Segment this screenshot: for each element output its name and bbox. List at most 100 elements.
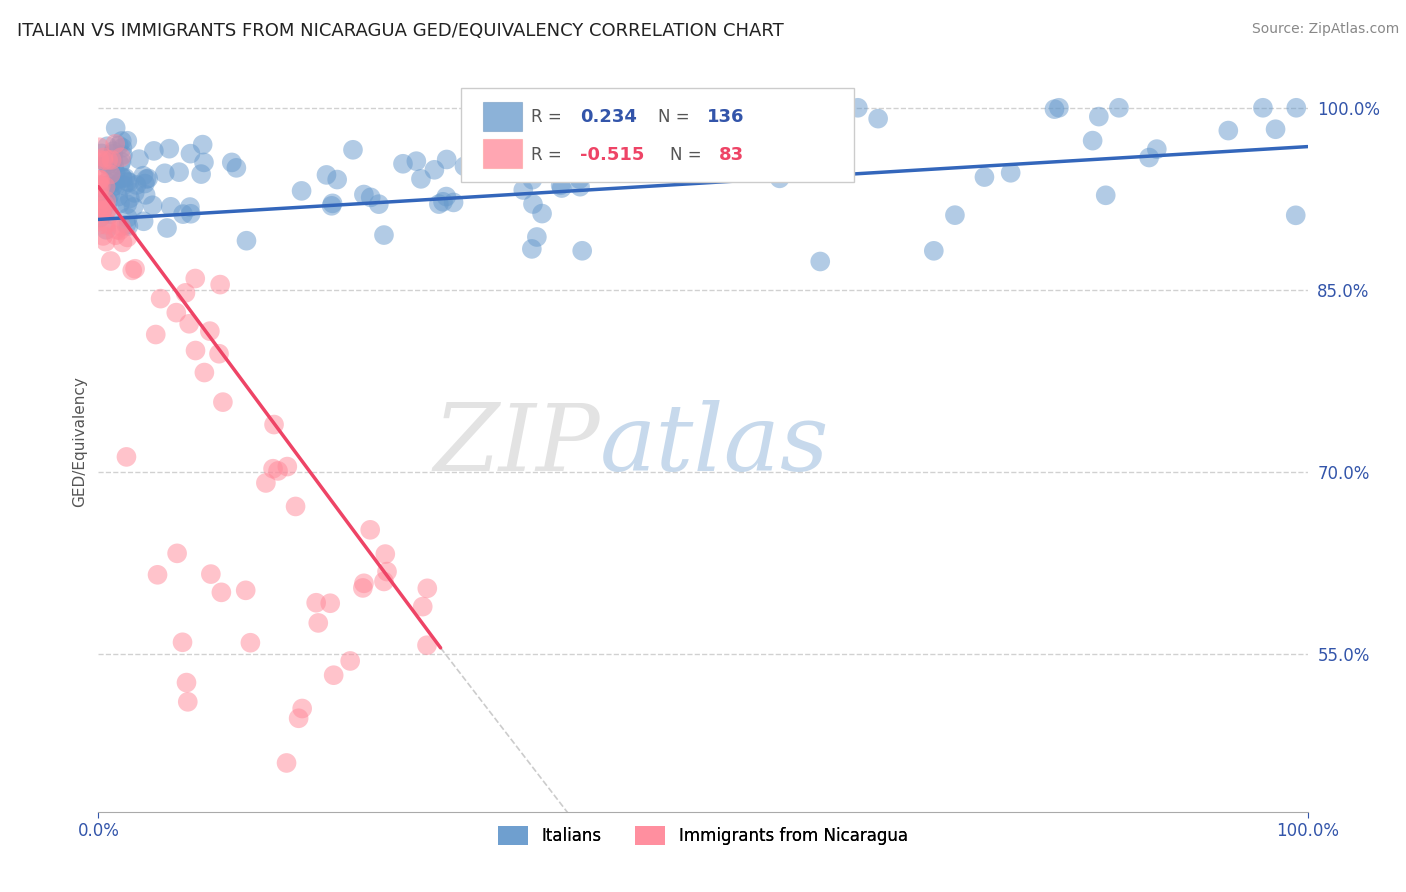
Point <box>167 165 190 179</box>
Point <box>153 166 176 180</box>
Point <box>114 170 136 185</box>
Point <box>145 327 167 342</box>
Text: 83: 83 <box>718 146 744 164</box>
Point <box>156 221 179 235</box>
Point <box>276 756 298 770</box>
Point <box>142 198 165 212</box>
Point <box>108 138 131 153</box>
Point <box>176 675 198 690</box>
Point <box>124 186 146 200</box>
Point <box>96 202 118 217</box>
Point <box>134 177 156 191</box>
Point <box>190 167 212 181</box>
Point <box>1285 101 1308 115</box>
Point <box>128 152 150 166</box>
Point <box>100 153 122 167</box>
Point <box>103 175 125 189</box>
Point <box>118 191 141 205</box>
Point <box>291 701 314 715</box>
Point <box>212 395 235 409</box>
Point <box>868 112 890 126</box>
Point <box>98 187 121 202</box>
Point <box>110 150 132 164</box>
Point <box>103 153 125 168</box>
Text: N =: N = <box>671 146 707 164</box>
Point <box>373 228 395 243</box>
Point <box>87 200 110 214</box>
Point <box>117 211 139 225</box>
Point <box>98 207 121 221</box>
Point <box>91 187 114 202</box>
Point <box>104 120 127 135</box>
Point <box>284 500 307 514</box>
Point <box>103 159 125 173</box>
Point <box>96 216 118 230</box>
Point <box>91 202 114 217</box>
Point <box>111 134 134 148</box>
Point <box>193 366 215 380</box>
Point <box>287 711 309 725</box>
Point <box>1088 110 1111 124</box>
Point <box>104 228 127 243</box>
Point <box>93 197 115 211</box>
Point <box>846 101 869 115</box>
Point <box>111 169 134 184</box>
Point <box>90 203 112 218</box>
Point <box>97 153 120 168</box>
Legend: Italians, Immigrants from Nicaragua: Italians, Immigrants from Nicaragua <box>492 819 914 852</box>
Point <box>1108 101 1130 115</box>
Point <box>117 219 139 233</box>
Point <box>105 223 128 237</box>
Point <box>254 475 277 490</box>
Point <box>159 200 181 214</box>
FancyBboxPatch shape <box>461 87 855 183</box>
Point <box>91 186 114 200</box>
Point <box>111 141 134 155</box>
Point <box>943 208 966 222</box>
Point <box>551 181 574 195</box>
Point <box>90 146 112 161</box>
Point <box>165 305 187 319</box>
Point <box>520 242 543 256</box>
Point <box>94 156 117 170</box>
Point <box>307 615 329 630</box>
Point <box>200 567 222 582</box>
Point <box>177 695 200 709</box>
Point <box>359 523 381 537</box>
Point <box>423 162 446 177</box>
Point <box>412 599 434 614</box>
FancyBboxPatch shape <box>482 139 522 168</box>
Point <box>267 464 290 478</box>
Text: 0.234: 0.234 <box>579 108 637 126</box>
Text: R =: R = <box>531 146 567 164</box>
Point <box>94 218 117 232</box>
Point <box>96 175 118 189</box>
Point <box>498 143 520 157</box>
Point <box>262 461 284 475</box>
Point <box>91 202 114 217</box>
Point <box>91 228 114 243</box>
Point <box>89 173 111 187</box>
Point <box>110 154 132 169</box>
Text: N =: N = <box>658 108 695 126</box>
Point <box>94 179 117 194</box>
Point <box>191 137 214 152</box>
Point <box>94 235 117 249</box>
Point <box>104 166 127 180</box>
Point <box>117 175 139 189</box>
Point <box>117 134 139 148</box>
Point <box>326 172 349 186</box>
Point <box>235 234 257 248</box>
Point <box>111 171 134 186</box>
Point <box>239 636 262 650</box>
Point <box>571 244 593 258</box>
Point <box>550 178 572 193</box>
Point <box>111 235 134 250</box>
Point <box>115 218 138 232</box>
Point <box>434 189 457 203</box>
Text: R =: R = <box>531 108 567 126</box>
Point <box>374 547 396 561</box>
Point <box>1146 142 1168 156</box>
Point <box>89 183 111 197</box>
Point <box>427 197 450 211</box>
